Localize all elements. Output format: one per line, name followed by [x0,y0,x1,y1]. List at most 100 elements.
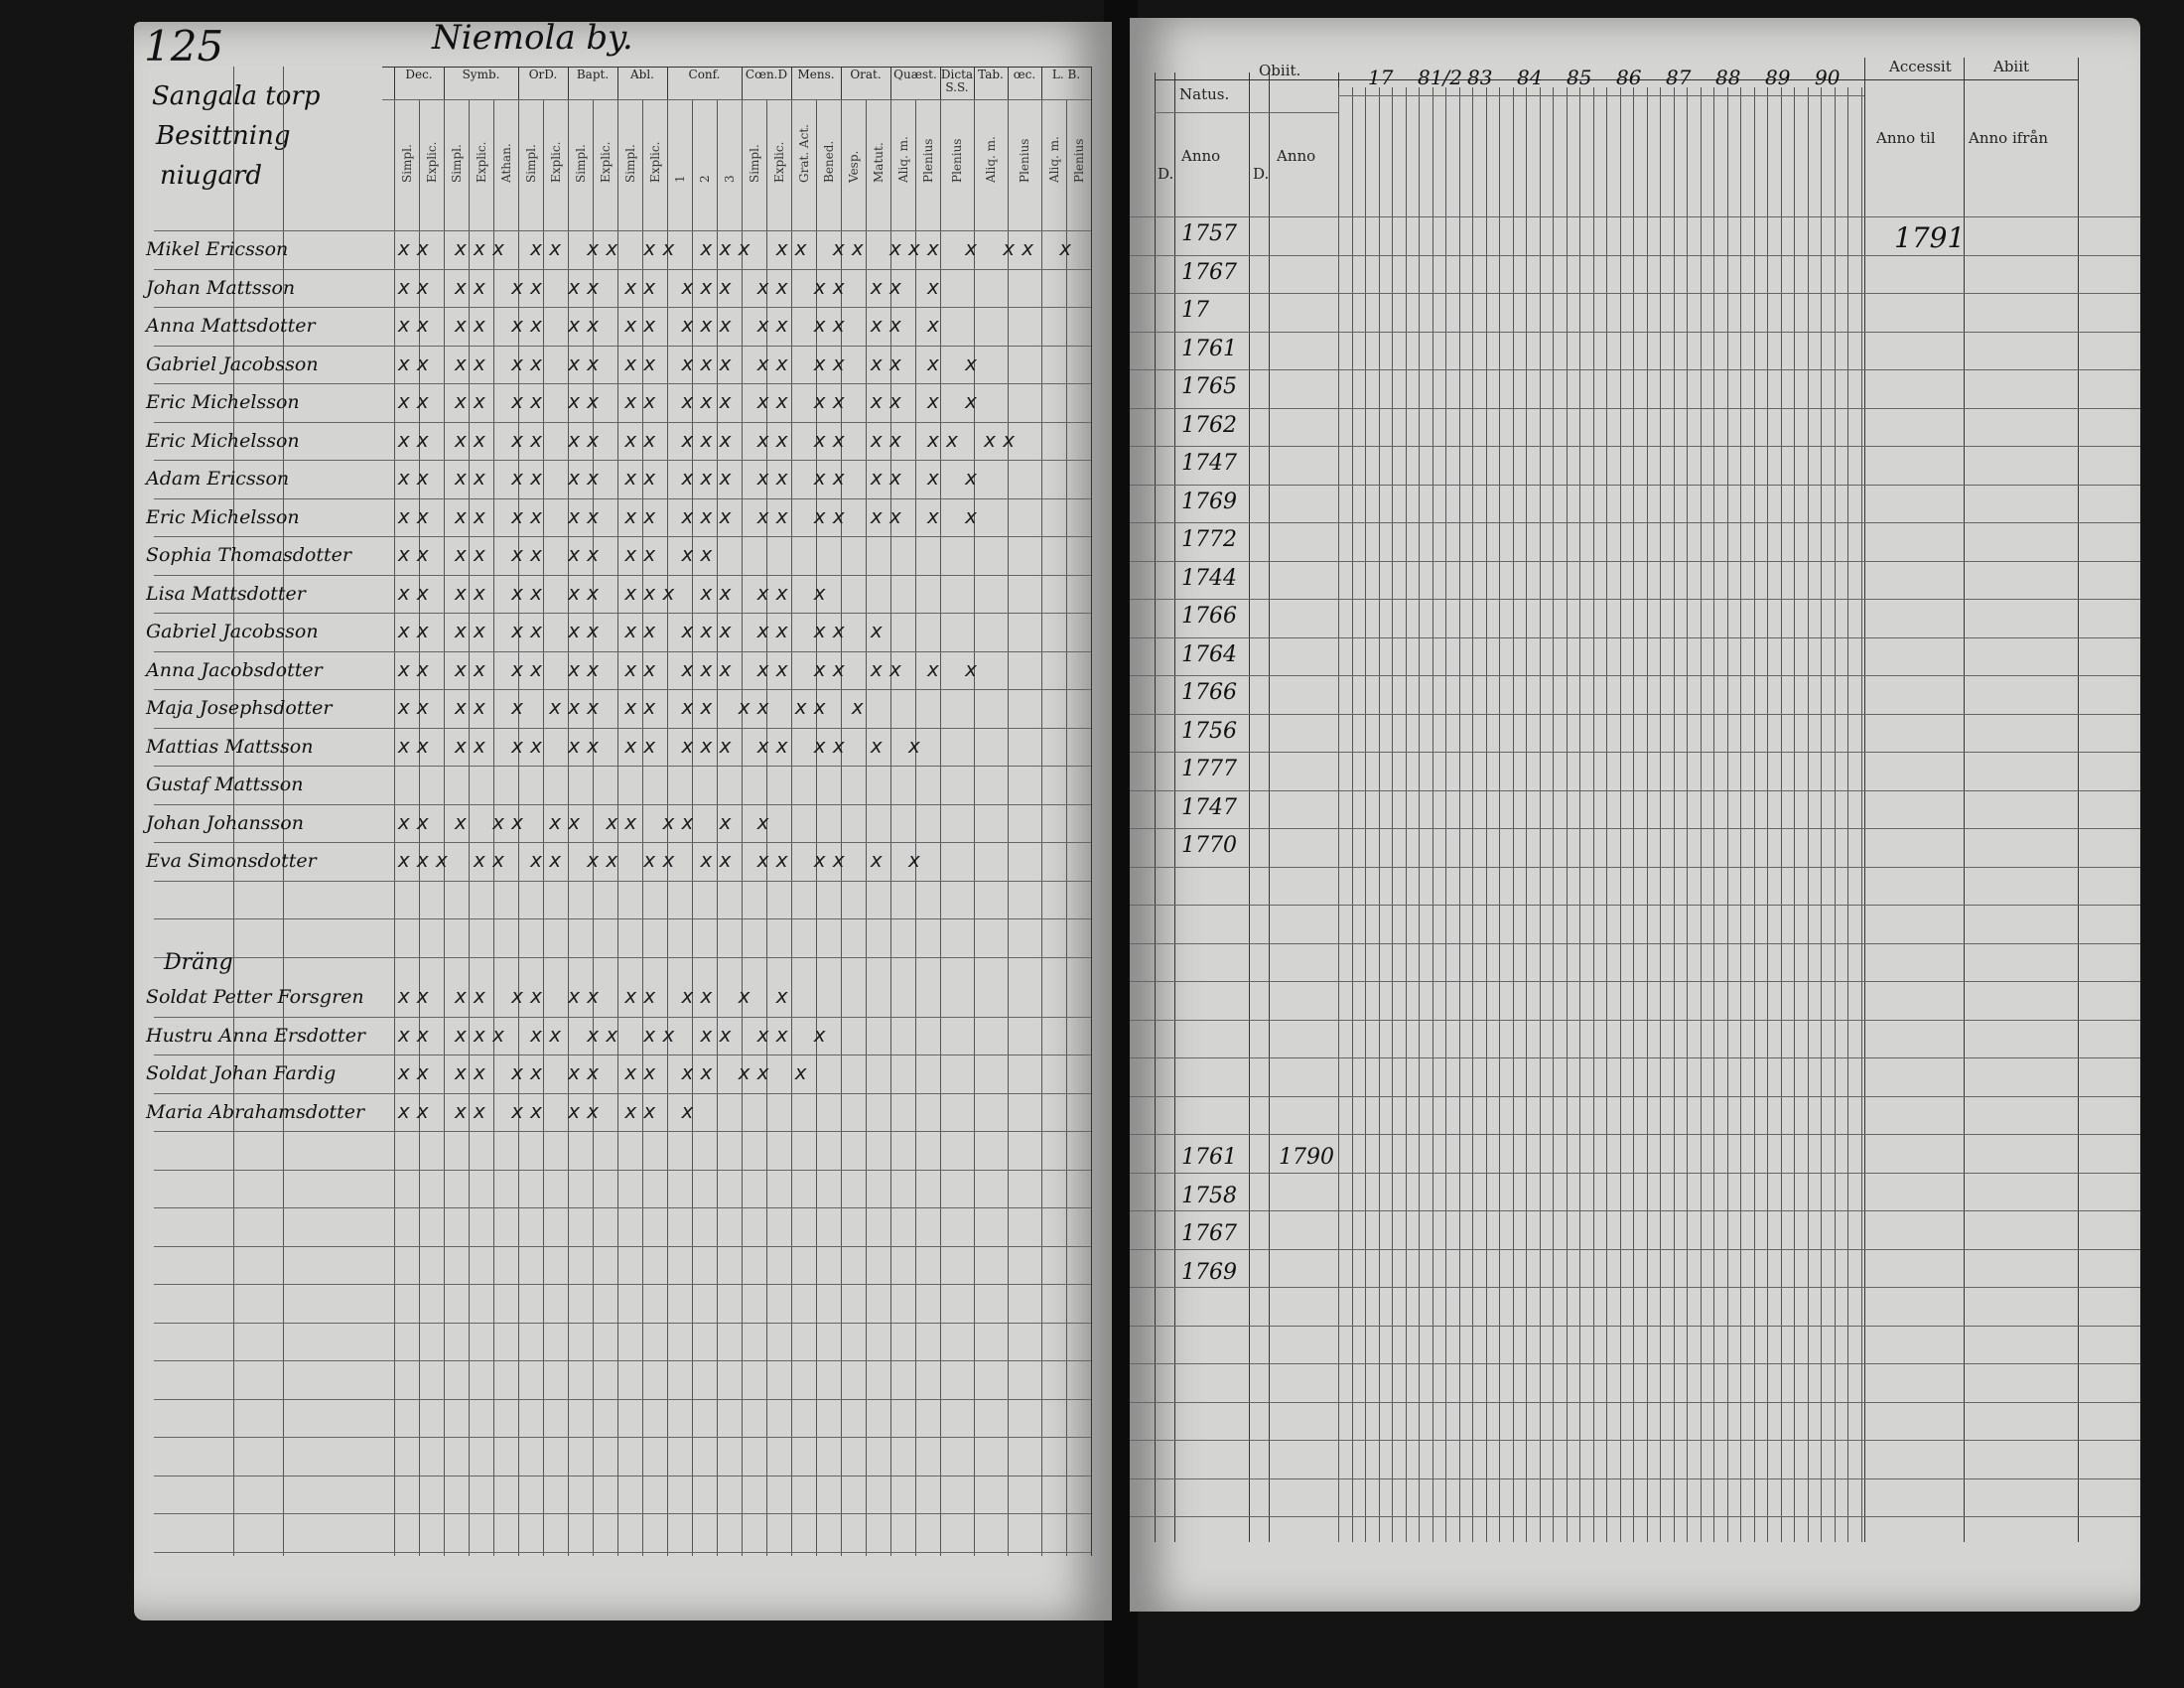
year-column-line [1726,87,1728,1542]
person-name: Maja Josephsdotter [146,697,333,719]
attendance-marks: xx xx xx xx xx xxx xx xx xx x x [398,351,985,375]
year-column-line [1553,87,1554,1542]
column-sub-header: Explic. [475,141,488,183]
row-line [154,766,1091,767]
row-line [154,1131,1091,1132]
name-column-line [233,67,234,1556]
row-line [154,383,1091,384]
column-group-8: Orat. [850,68,882,81]
row-line [1130,1440,2140,1441]
birth-year: 1764 [1181,641,1237,667]
column-sub-header: Athan. [499,143,513,183]
row-line [154,880,1091,882]
column-sub-header: Plenius [950,138,964,183]
row-line [1130,1210,2140,1211]
column-line [890,99,891,1556]
birth-year: 1761 [1181,336,1237,361]
column-line [1066,99,1067,1556]
year-column-line [1405,87,1407,1542]
column-group-1: Symb. [462,68,500,81]
person-name: Eric Michelsson [146,391,300,413]
right-page: Natus. Obiit. D. Anno D. Anno 17 81/2 83 84 85 86 87… [1130,18,2140,1612]
birth-year: 1767 [1181,259,1237,285]
person-name: Gabriel Jacobsson [146,352,319,375]
year-header: 89 [1765,66,1791,89]
attendance-marks: xx xx xx xx xx x [398,1098,701,1123]
column-line [444,99,445,1556]
row-line [154,689,1091,690]
column-sub-header: Plenius [921,138,935,183]
birth-year: 1747 [1181,794,1237,820]
person-name: Gustaf Mattsson [146,774,304,795]
heading-line: Besittning [156,121,291,151]
column-line [766,99,767,1556]
column-sub-header: Matut. [872,142,886,183]
attendance-marks: xx xx xx xx xx xxx xx xx xx x x [398,503,985,528]
column-line [394,99,395,1556]
birth-year: 1777 [1181,757,1237,781]
row-line [154,1475,1091,1477]
row-line [1130,522,2140,523]
year-column-line [1579,87,1580,1542]
column-line [1155,72,1156,1542]
attendance-marks: xx xx xx xx xx xxx xx xx x x [398,733,928,758]
year-column-line [1847,87,1848,1542]
birth-year: 1772 [1181,527,1237,552]
row-line [1130,1248,2140,1250]
abiit-header: Abiit [1993,58,2030,75]
attendance-marks: xx xx xx xx xx xxx xx xx xx xx xx [398,427,1023,452]
row-line [154,842,1091,843]
column-line [915,99,916,1556]
column-sub-header: Aliq. m. [896,136,910,183]
year-column-line [1646,87,1648,1542]
column-line [692,99,693,1556]
person-name: Eva Simonsdotter [146,850,317,872]
row-line [154,613,1091,614]
person-name: Johan Johansson [146,811,304,834]
column-line [974,99,975,1556]
row-line [1130,1057,2140,1058]
year-column-line [1499,87,1500,1542]
row-line [1130,942,2140,944]
row-line [1130,446,2140,447]
year-column-line [1526,87,1527,1542]
row-line [154,1016,1091,1018]
row-line [154,650,1091,652]
row-line [1130,1095,2140,1097]
obiit-year: 1790 [1279,1145,1334,1170]
birth-year: 17 [1181,298,1209,323]
person-name: Johan Mattsson [146,276,296,299]
person-name: Maria Abrahamsdotter [146,1100,365,1123]
row-line [154,956,1091,958]
page-number: 125 [144,22,224,70]
column-group-4: Abl. [630,68,654,81]
row-line [1130,1019,2140,1021]
column-line [667,99,668,1556]
attendance-marks: xx xx xx xx xx xx xx x [398,1060,814,1084]
year-column-line [1485,87,1487,1542]
anno-header: Anno [1277,147,1316,165]
column-sub-header: Bened. [822,140,836,183]
header-top-line [1155,79,2078,80]
person-name: Soldat Johan Fardig [146,1062,337,1084]
row-line [1130,1477,2140,1479]
column-group-10: Dicta S.S. [940,68,974,94]
column-line [1964,58,1965,1542]
column-group-2: OrD. [528,68,558,81]
row-line [1130,1325,2140,1327]
row-line [154,460,1091,461]
column-group-0: Dec. [405,68,433,81]
row-line [154,727,1091,729]
row-line [154,1245,1091,1247]
column-sub-header: Simpl. [450,144,464,183]
row-line [1130,675,2140,676]
birth-year: 1756 [1181,718,1237,744]
year-column-line [1566,87,1568,1542]
column-group-3: Bapt. [576,68,610,81]
attendance-marks: xx xxx xx xx xx xx xx x [398,1022,833,1047]
column-sub-header: 3 [723,175,737,183]
row-line [154,1551,1091,1553]
attendance-marks: xx xx xx xx xxx xx xx x [398,580,833,605]
person-name: Adam Ericsson [146,468,290,490]
year-header: 84 [1517,66,1543,89]
